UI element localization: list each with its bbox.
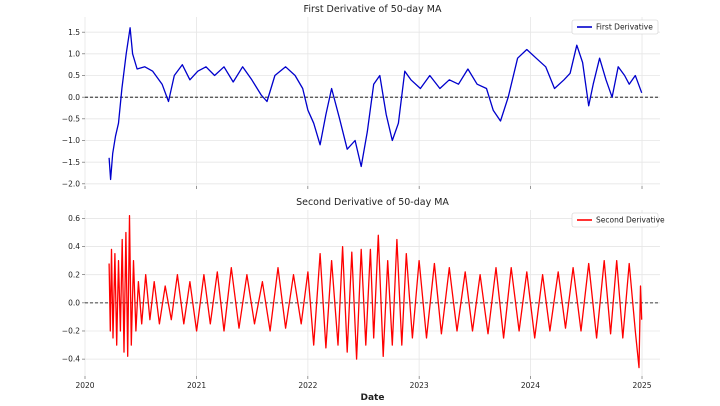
y-tick-label: 0.4 bbox=[68, 242, 80, 251]
x-axis-label: Date bbox=[361, 393, 385, 403]
y-tick-label: −2.0 bbox=[62, 179, 80, 188]
legend-label: First Derivative bbox=[596, 23, 653, 32]
legend-box bbox=[571, 212, 659, 228]
x-tick-label-2021: 2021 bbox=[187, 381, 206, 390]
y-tick-label: −0.4 bbox=[62, 355, 80, 364]
y-tick-label: 0.0 bbox=[68, 93, 80, 102]
y-tick-label: 1.5 bbox=[68, 28, 80, 37]
series-line-1 bbox=[108, 214, 643, 369]
second-derivative-chart: −0.4 −0.2 0.0 0.2 0.4 0.6 2020 2021 2022 2023 2024… bbox=[62, 197, 665, 403]
first-derivative-chart: −2.0 −1.5 −1.0 −0.5 0.0 0.5 1.0 1.5 First Deriva… bbox=[62, 4, 660, 189]
y-tick-label: 0.0 bbox=[68, 298, 80, 307]
x-tick-label-2020: 2020 bbox=[75, 381, 94, 390]
y-tick-label: 1.0 bbox=[68, 49, 80, 58]
x-tick-label-2023: 2023 bbox=[410, 381, 429, 390]
y-tick-label: −1.5 bbox=[62, 158, 80, 167]
y-tick-label: 0.5 bbox=[68, 71, 80, 80]
x-tick-label-2025: 2025 bbox=[632, 381, 651, 390]
chart-title: First Derivative of 50-day MA bbox=[304, 4, 442, 15]
y-tick-label: −0.2 bbox=[62, 327, 80, 336]
y-tick-label: −0.5 bbox=[62, 114, 80, 123]
y-tick-label: 0.2 bbox=[68, 270, 80, 279]
x-tick-label-2024: 2024 bbox=[521, 381, 540, 390]
y-tick-label: 0.6 bbox=[68, 214, 80, 223]
legend-box bbox=[571, 19, 659, 35]
chart-title: Second Derivative of 50-day MA bbox=[296, 197, 449, 208]
x-tick-label-2022: 2022 bbox=[298, 381, 317, 390]
series-line-0 bbox=[108, 27, 643, 181]
y-tick-label: −1.0 bbox=[62, 136, 80, 145]
legend-label: Second Derivative bbox=[596, 216, 665, 225]
